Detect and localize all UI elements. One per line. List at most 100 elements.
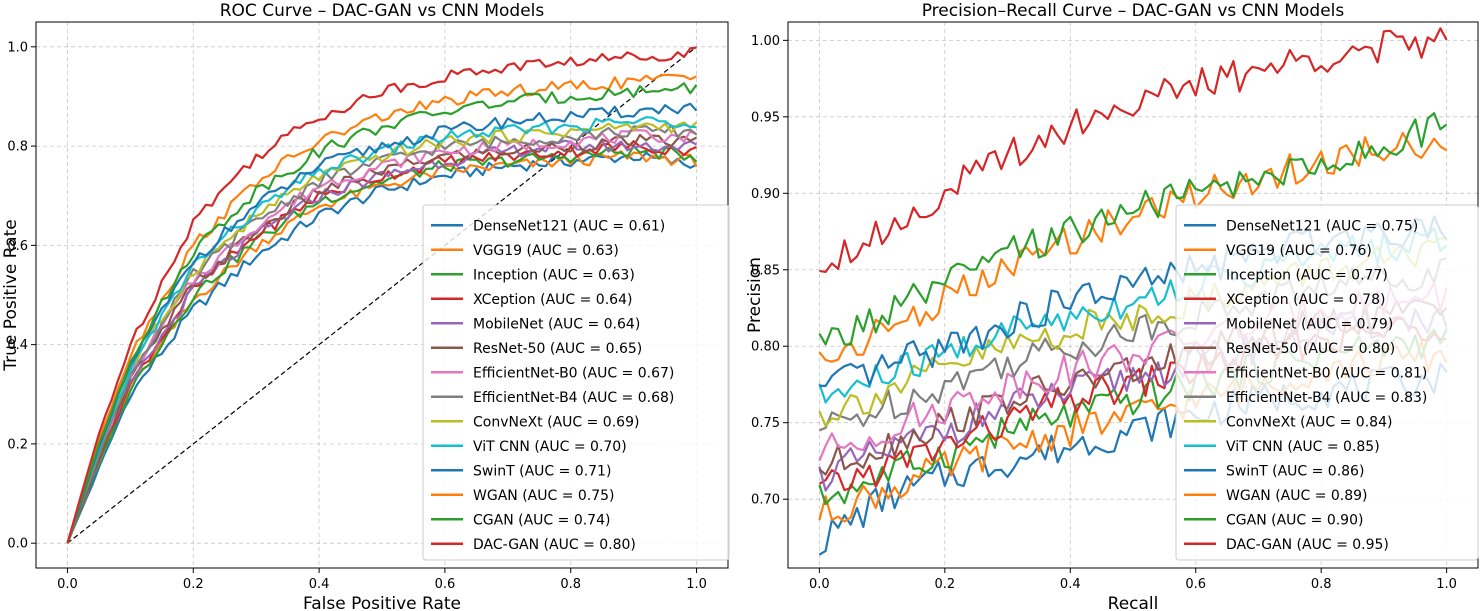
x-tick-label: 0.6 xyxy=(435,577,456,592)
series-line-efficientnet-b4 xyxy=(66,124,698,544)
legend-item: DenseNet121 (AUC = 0.75) xyxy=(1184,218,1418,234)
legend-item: ConvNeXt (AUC = 0.84) xyxy=(1184,414,1392,430)
legend-item: SwinT (AUC = 0.71) xyxy=(431,463,611,479)
y-tick-label: 0.90 xyxy=(751,187,780,202)
series-line-vit xyxy=(66,116,697,544)
y-axis-label: Precision xyxy=(745,257,765,333)
x-tick-label: 0.2 xyxy=(934,577,955,592)
series-line-densenet121 xyxy=(66,151,697,544)
legend-label: ConvNeXt (AUC = 0.84) xyxy=(1226,414,1392,430)
legend-label: MobileNet (AUC = 0.79) xyxy=(1226,316,1393,332)
legend-label: EfficientNet-B0 (AUC = 0.67) xyxy=(473,365,674,381)
legend-label: ResNet-50 (AUC = 0.65) xyxy=(473,341,642,357)
series-line-inception xyxy=(66,144,698,544)
legend-label: ViT CNN (AUC = 0.70) xyxy=(473,439,627,455)
legend-item: Inception (AUC = 0.63) xyxy=(431,267,635,283)
y-tick-label: 0.6 xyxy=(7,239,28,254)
x-tick-label: 0.4 xyxy=(1060,577,1081,592)
y-tick-label: 1.00 xyxy=(751,34,780,49)
legend-label: DAC-GAN (AUC = 0.95) xyxy=(1226,537,1389,553)
chart-title: Precision–Recall Curve – DAC-GAN vs CNN … xyxy=(922,1,1345,21)
legend-label: XCeption (AUC = 0.78) xyxy=(1226,292,1385,308)
legend-label: CGAN (AUC = 0.74) xyxy=(473,512,610,528)
chart-title: ROC Curve – DAC-GAN vs CNN Models xyxy=(220,1,545,21)
y-tick-label: 0.75 xyxy=(751,416,780,431)
legend-label: WGAN (AUC = 0.89) xyxy=(1226,488,1368,504)
series-line-cgan xyxy=(66,82,698,544)
legend-item: SwinT (AUC = 0.86) xyxy=(1184,463,1364,479)
legend-item: EfficientNet-B4 (AUC = 0.68) xyxy=(431,390,674,406)
series-line-convnext xyxy=(66,121,698,544)
legend-item: XCeption (AUC = 0.78) xyxy=(1184,292,1385,308)
legend-label: ViT CNN (AUC = 0.85) xyxy=(1226,439,1380,455)
legend-item: VGG19 (AUC = 0.76) xyxy=(1184,243,1372,259)
chart-panel-2: Precision–Recall Curve – DAC-GAN vs CNN … xyxy=(745,1,1479,611)
x-axis-label: False Positive Rate xyxy=(303,594,461,611)
legend-item: DAC-GAN (AUC = 0.80) xyxy=(431,537,636,553)
y-tick-label: 0.80 xyxy=(751,340,780,355)
legend-item: EfficientNet-B0 (AUC = 0.67) xyxy=(431,365,674,381)
legend-item: ViT CNN (AUC = 0.85) xyxy=(1184,439,1380,455)
legend-item: ResNet-50 (AUC = 0.65) xyxy=(431,341,642,357)
legend-item: WGAN (AUC = 0.75) xyxy=(431,488,615,504)
legend-box xyxy=(1175,204,1479,561)
x-tick-label: 0.2 xyxy=(183,577,204,592)
chart-panel-1: ROC Curve – DAC-GAN vs CNN Models 0.0 0.2 0… xyxy=(1,1,730,611)
x-tick-label: 0.4 xyxy=(309,577,330,592)
legend-label: EfficientNet-B4 (AUC = 0.68) xyxy=(473,390,674,406)
y-axis-label: True Positive Rate xyxy=(1,219,21,371)
y-tick-label: 0.95 xyxy=(751,110,780,125)
legend-label: VGG19 (AUC = 0.76) xyxy=(1226,243,1372,259)
legend-item: ResNet-50 (AUC = 0.80) xyxy=(1184,341,1395,357)
legend-label: EfficientNet-B4 (AUC = 0.83) xyxy=(1226,390,1427,406)
y-tick-label: 0.85 xyxy=(751,263,780,278)
legend-label: WGAN (AUC = 0.75) xyxy=(473,488,615,504)
legend-label: EfficientNet-B0 (AUC = 0.81) xyxy=(1226,365,1427,381)
series-line-mobilenet xyxy=(66,139,697,544)
legend-label: MobileNet (AUC = 0.64) xyxy=(473,316,640,332)
x-tick-label: 0.8 xyxy=(560,577,581,592)
legend-label: CGAN (AUC = 0.90) xyxy=(1226,512,1363,528)
legend-item: Inception (AUC = 0.77) xyxy=(1184,267,1388,283)
legend-label: ResNet-50 (AUC = 0.80) xyxy=(1226,341,1395,357)
x-axis-label: Recall xyxy=(1108,594,1159,611)
x-tick-label: 0.6 xyxy=(1185,577,1206,592)
x-tick-label: 1.0 xyxy=(686,577,707,592)
legend: DenseNet121 (AUC = 0.75) VGG19 (AUC = 0.7… xyxy=(1175,204,1479,561)
legend-label: SwinT (AUC = 0.71) xyxy=(473,463,611,479)
legend-item: ViT CNN (AUC = 0.70) xyxy=(431,439,627,455)
series-line-dac-gan xyxy=(819,27,1448,273)
series-line-cgan xyxy=(818,112,1448,346)
series-line-resnet-50 xyxy=(66,133,697,544)
plot-area xyxy=(66,46,698,544)
legend-item: XCeption (AUC = 0.64) xyxy=(431,292,632,308)
x-tick-label: 0.0 xyxy=(57,577,78,592)
legend-item: WGAN (AUC = 0.89) xyxy=(1184,488,1368,504)
legend-label: Inception (AUC = 0.63) xyxy=(473,267,635,283)
legend-item: MobileNet (AUC = 0.64) xyxy=(431,316,640,332)
x-tick-label: 0.0 xyxy=(809,577,830,592)
legend-item: CGAN (AUC = 0.90) xyxy=(1184,512,1363,528)
legend-label: Inception (AUC = 0.77) xyxy=(1226,267,1388,283)
legend: DenseNet121 (AUC = 0.61) VGG19 (AUC = 0.6… xyxy=(422,204,730,561)
series-line-swint xyxy=(66,102,698,544)
legend-label: DenseNet121 (AUC = 0.75) xyxy=(1226,218,1418,234)
legend-item: DAC-GAN (AUC = 0.95) xyxy=(1184,537,1389,553)
x-tick-label: 1.0 xyxy=(1436,577,1457,592)
legend-label: VGG19 (AUC = 0.63) xyxy=(473,243,619,259)
legend-item: EfficientNet-B4 (AUC = 0.83) xyxy=(1184,390,1427,406)
legend-item: ConvNeXt (AUC = 0.69) xyxy=(431,414,639,430)
y-tick-label: 0.0 xyxy=(7,537,28,552)
series-line-wgan xyxy=(818,131,1448,363)
y-tick-label: 1.0 xyxy=(7,40,28,55)
legend-label: DAC-GAN (AUC = 0.80) xyxy=(473,537,636,553)
y-tick-label: 0.2 xyxy=(7,437,28,452)
legend-label: DenseNet121 (AUC = 0.61) xyxy=(473,218,665,234)
legend-item: CGAN (AUC = 0.74) xyxy=(431,512,610,528)
legend-item: EfficientNet-B0 (AUC = 0.81) xyxy=(1184,365,1427,381)
x-tick-label: 0.8 xyxy=(1311,577,1332,592)
legend-item: VGG19 (AUC = 0.63) xyxy=(431,243,619,259)
legend-box xyxy=(422,204,730,561)
y-tick-label: 0.70 xyxy=(751,493,780,508)
